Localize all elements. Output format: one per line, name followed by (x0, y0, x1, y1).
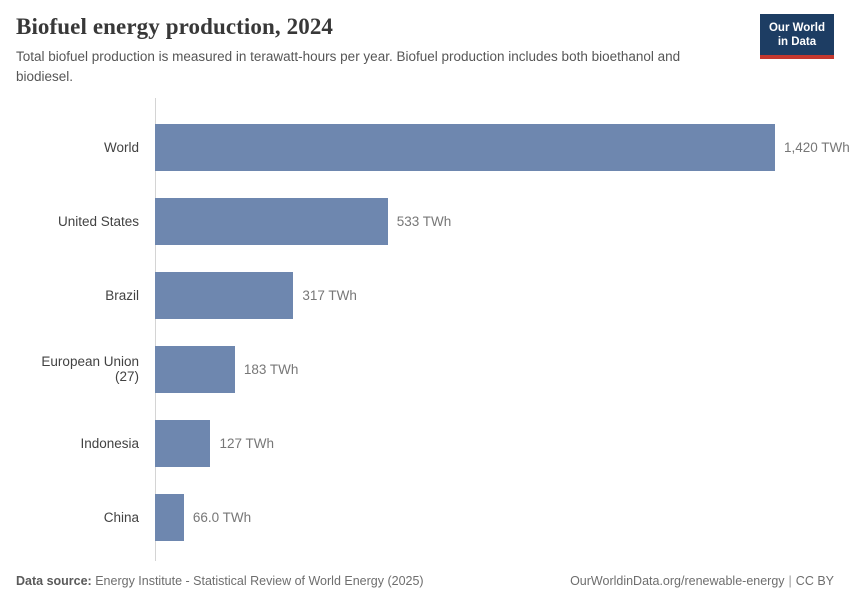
footer: Data source: Energy Institute - Statisti… (16, 574, 834, 588)
title-block: Biofuel energy production, 2024 Total bi… (16, 14, 731, 86)
owid-link[interactable]: OurWorldinData.org/renewable-energy (570, 574, 785, 588)
bar-value-label: 183 TWh (243, 361, 299, 377)
data-source-label: Data source: (16, 574, 92, 588)
chart-row: Indonesia 127 TWh (16, 406, 834, 480)
bar-track: 533 TWh (155, 197, 775, 245)
chart-row: China 66.0 TWh (16, 480, 834, 554)
chart-row: Brazil 317 TWh (16, 258, 834, 332)
owid-logo: Our World in Data (759, 14, 834, 59)
bar-value-label: 533 TWh (396, 213, 452, 229)
category-label: China (103, 509, 139, 525)
page-title: Biofuel energy production, 2024 (16, 14, 334, 39)
bar-track: 317 TWh (155, 271, 775, 319)
chart-rows: World 1,420 TWh United States 533 TWh Brazil… (16, 98, 850, 562)
bar[interactable] (155, 123, 775, 171)
chart-row: United States 533 TWh (16, 184, 834, 258)
bar-track: 1,420 TWh (155, 123, 850, 171)
bar[interactable] (155, 419, 211, 467)
bar-chart: World 1,420 TWh United States 533 TWh Brazil… (16, 98, 850, 562)
chart-subtitle: Total biofuel production is measured in … (16, 49, 681, 84)
header: Biofuel energy production, 2024 Total bi… (16, 14, 834, 86)
category-label: World (103, 139, 139, 155)
bar-track: 183 TWh (155, 345, 775, 393)
license-label: CC BY (795, 574, 834, 588)
chart-row: European Union (27) 183 TWh (16, 332, 834, 406)
bar-value-label: 317 TWh (302, 287, 357, 303)
footer-credits: OurWorldinData.org/renewable-energy | CC B… (570, 574, 834, 588)
chart-row: World 1,420 TWh (16, 110, 850, 184)
bar-track: 127 TWh (155, 419, 775, 467)
category-label: United States (57, 213, 139, 229)
data-source-text: Energy Institute - Statistical Review of… (91, 574, 424, 588)
bar[interactable] (155, 197, 388, 245)
bar-value-label: 66.0 TWh (192, 509, 252, 525)
bar[interactable] (155, 271, 294, 319)
owid-logo-line2: in Data (777, 36, 817, 49)
category-label: Indonesia (80, 435, 139, 451)
bar[interactable] (155, 345, 235, 393)
bar-track: 66.0 TWh (155, 493, 775, 541)
bar[interactable] (155, 493, 184, 541)
footer-separator: | (788, 574, 792, 588)
category-label: Brazil (105, 287, 139, 303)
bar-value-label: 127 TWh (219, 435, 274, 451)
bar-value-label: 1,420 TWh (784, 139, 850, 155)
owid-logo-line1: Our World (768, 22, 825, 34)
data-source: Data source: Energy Institute - Statisti… (16, 574, 424, 588)
category-label: European Union (27) (41, 354, 139, 385)
